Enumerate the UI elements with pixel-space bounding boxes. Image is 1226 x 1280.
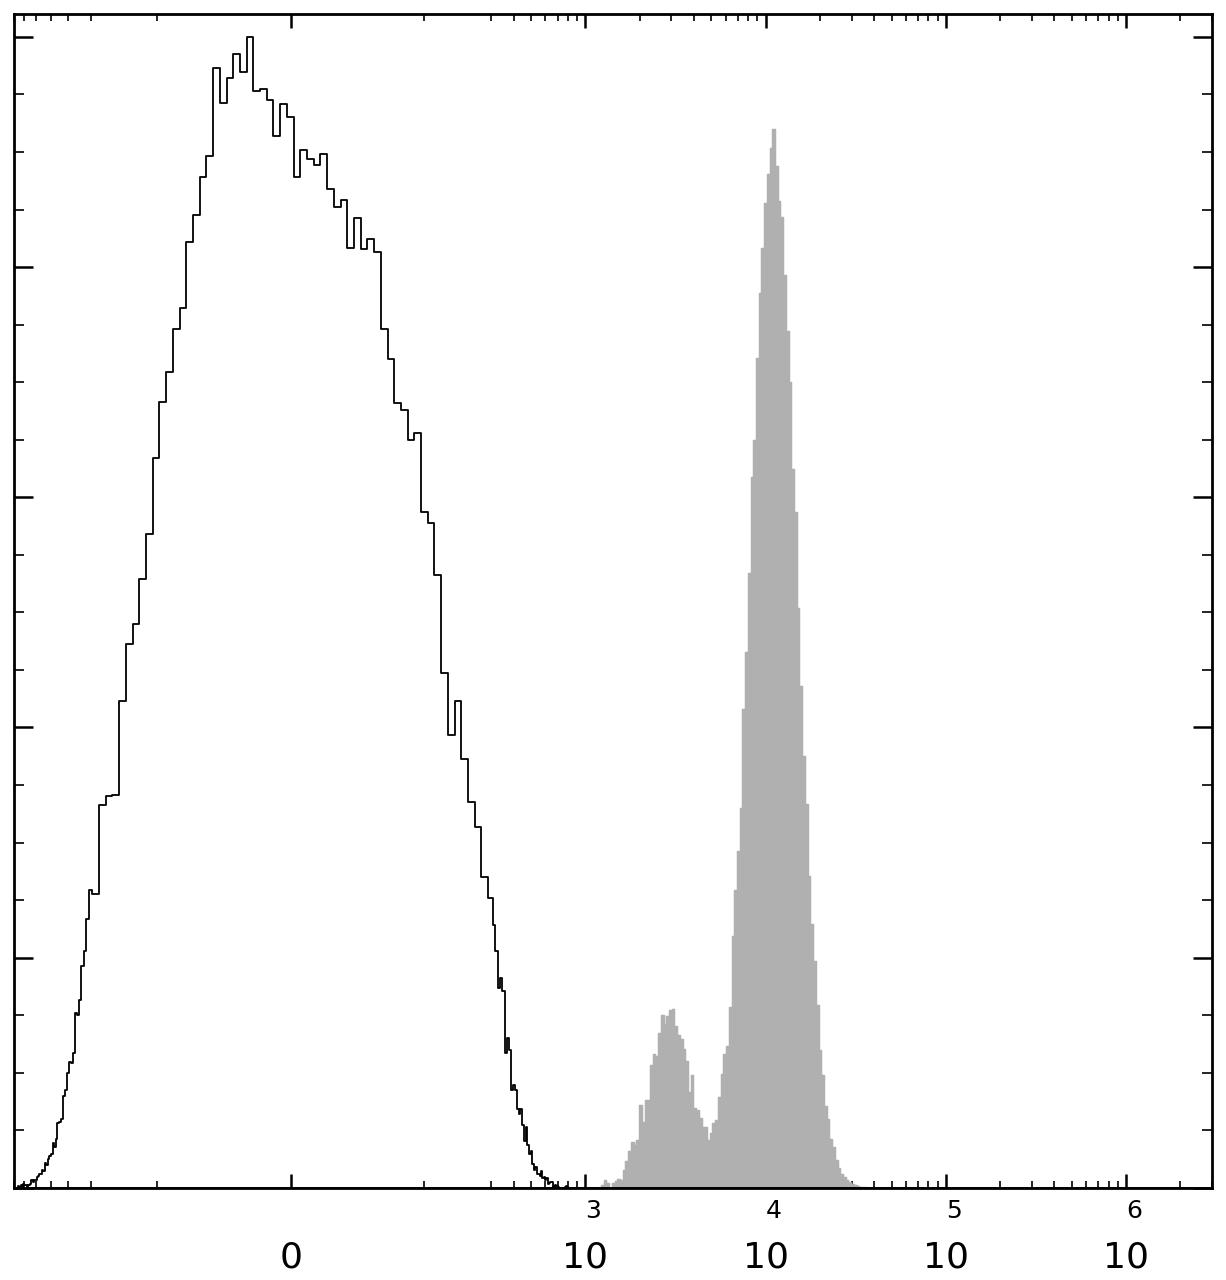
Text: 3: 3 bbox=[586, 1199, 601, 1224]
Text: 10: 10 bbox=[563, 1240, 608, 1275]
Text: 0: 0 bbox=[280, 1240, 303, 1275]
Text: 10: 10 bbox=[1103, 1240, 1149, 1275]
Text: 6: 6 bbox=[1127, 1199, 1143, 1224]
Text: 10: 10 bbox=[743, 1240, 788, 1275]
Text: 5: 5 bbox=[946, 1199, 961, 1224]
Text: 10: 10 bbox=[923, 1240, 969, 1275]
Text: 4: 4 bbox=[766, 1199, 782, 1224]
